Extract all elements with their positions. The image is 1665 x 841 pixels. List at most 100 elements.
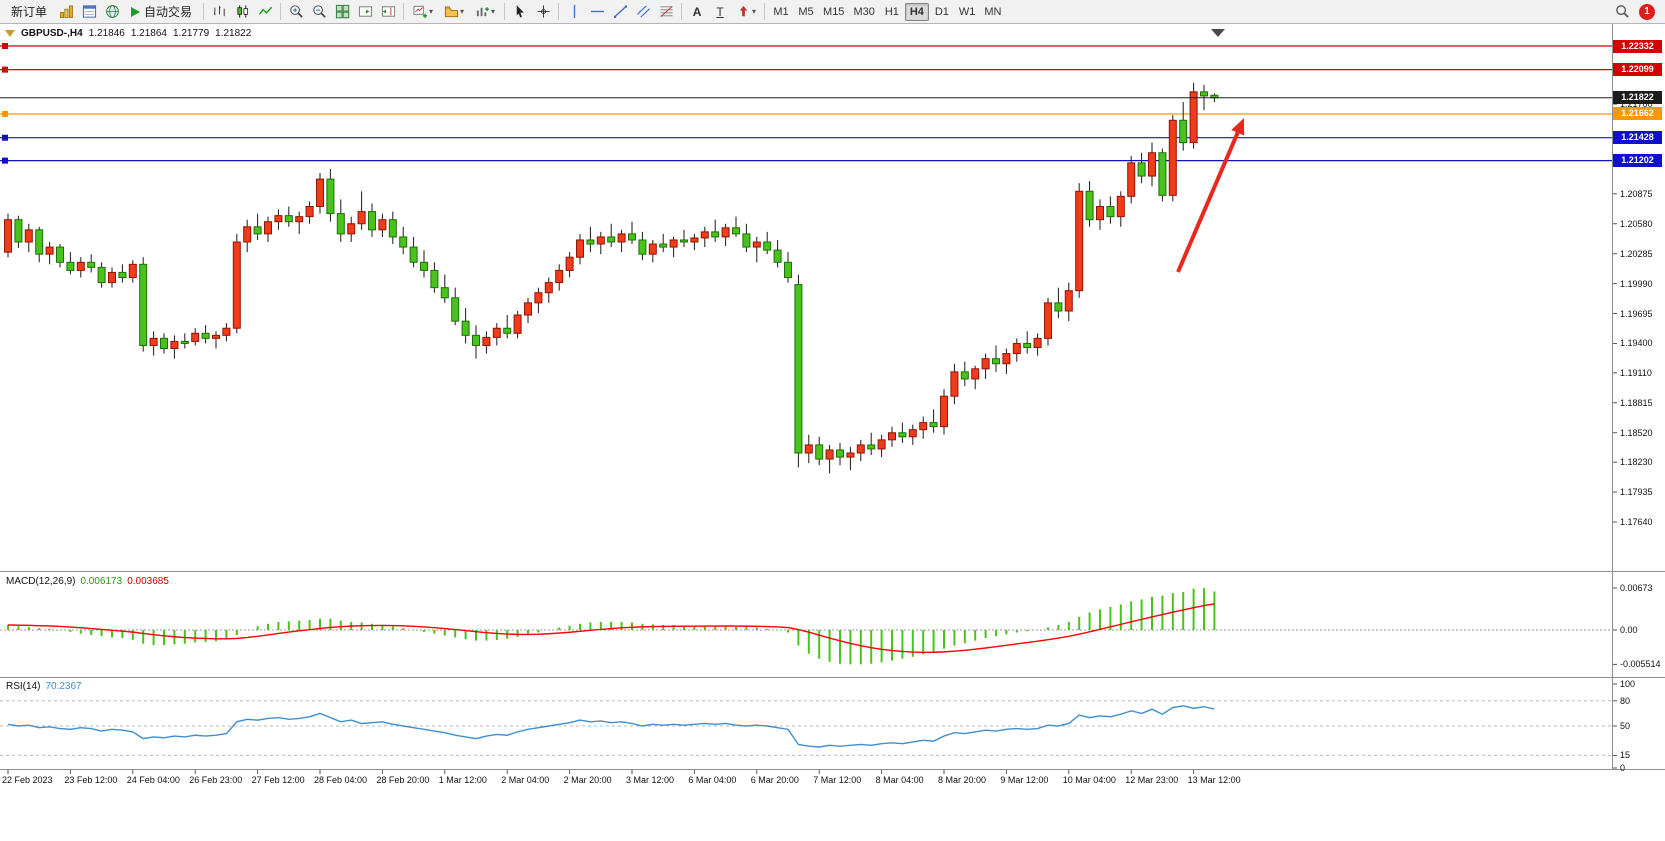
time-axis-label: 10 Mar 04:00 — [1062, 775, 1116, 785]
candle — [732, 227, 740, 235]
timeframe-w1[interactable]: W1 — [955, 3, 980, 21]
timeframe-h4[interactable]: H4 — [904, 2, 929, 21]
timeframe-m15[interactable]: M15 — [819, 3, 848, 21]
line-handle[interactable] — [2, 134, 8, 141]
line-handle[interactable] — [2, 66, 8, 73]
candle — [56, 246, 64, 263]
data-window-icon[interactable] — [78, 1, 100, 23]
quote-open: 1.21846 — [88, 28, 125, 39]
candle — [482, 336, 491, 346]
time-axis[interactable]: 22 Feb 2023 23 Feb 12:00 24 Feb 04:00 26 Fe… — [0, 770, 1665, 794]
candle — [4, 219, 12, 253]
candle — [607, 236, 616, 243]
candle — [877, 439, 886, 450]
candle — [1096, 205, 1104, 221]
candle — [971, 368, 980, 380]
cursor-icon[interactable] — [509, 1, 531, 23]
equidistant-channel-tool-icon[interactable] — [632, 1, 654, 23]
candle — [295, 216, 304, 223]
bar-chart-icon[interactable] — [208, 1, 230, 23]
candle — [648, 243, 657, 255]
candle — [347, 223, 356, 235]
candle — [690, 237, 699, 243]
candle — [409, 246, 418, 263]
candle — [950, 371, 959, 397]
profiles-dropdown[interactable]: ▾ — [439, 1, 469, 23]
notification-badge[interactable]: 1 — [1639, 3, 1655, 20]
timeframe-h1[interactable]: H1 — [880, 3, 904, 21]
line-handle[interactable] — [2, 110, 8, 117]
timeframe-d1[interactable]: D1 — [930, 3, 954, 21]
macd-main-value: 0.006173 — [80, 576, 123, 587]
navigator-icon[interactable] — [101, 1, 123, 23]
line-handle[interactable] — [2, 43, 8, 49]
candle — [628, 233, 636, 241]
time-axis-label: 28 Feb 20:00 — [376, 775, 430, 785]
text-tool-icon[interactable]: A — [692, 4, 702, 19]
candle — [264, 221, 272, 235]
line-handle[interactable] — [2, 157, 8, 164]
candle — [76, 261, 85, 271]
panel-separator-macd[interactable] — [0, 571, 1665, 572]
candle — [898, 432, 907, 438]
time-axis-label: 22 Feb 2023 — [2, 775, 53, 785]
chart-shift-marker[interactable] — [1211, 29, 1225, 37]
candle — [534, 292, 543, 304]
fibonacci-tool-icon[interactable] — [655, 1, 677, 23]
timeframe-m30[interactable]: M30 — [849, 3, 878, 21]
zoom-out-icon[interactable] — [308, 1, 330, 23]
candle — [472, 334, 480, 346]
candle — [24, 229, 33, 243]
arrows-tool-dropdown[interactable]: ▾ — [732, 1, 760, 23]
chart-shift-icon[interactable] — [377, 1, 399, 23]
symbol-title: GBPUSD-,H4 — [21, 28, 83, 39]
trendline-tool-icon[interactable] — [609, 1, 631, 23]
candle — [45, 246, 54, 255]
candle — [430, 269, 439, 289]
rsi-value: 70.2367 — [45, 681, 82, 692]
market-watch-icon[interactable] — [55, 1, 77, 23]
trend-arrow-annotation[interactable] — [1176, 131, 1240, 273]
candle — [420, 261, 428, 271]
timeframe-mn[interactable]: MN — [980, 3, 1005, 21]
candle — [35, 229, 44, 255]
candle — [784, 261, 792, 279]
search-icon[interactable] — [1611, 1, 1633, 23]
one-click-trading-icon[interactable] — [5, 30, 15, 37]
candle — [139, 263, 148, 346]
tile-windows-icon[interactable] — [331, 1, 353, 23]
candle — [97, 266, 106, 284]
time-axis-label: 28 Feb 04:00 — [314, 775, 368, 785]
candle — [794, 284, 803, 454]
time-axis-label: 6 Mar 20:00 — [750, 775, 799, 785]
candle — [305, 205, 314, 218]
candle — [1168, 119, 1177, 196]
line-chart-icon[interactable] — [254, 1, 276, 23]
candle — [170, 340, 179, 350]
new-chart-dropdown[interactable]: ▾ — [408, 1, 438, 23]
price-scale-axis[interactable] — [1612, 24, 1665, 770]
candle — [742, 233, 751, 248]
crosshair-icon[interactable] — [532, 1, 554, 23]
vertical-line-tool-icon[interactable] — [563, 1, 585, 23]
candle — [929, 422, 938, 428]
indicators-dropdown[interactable]: ▾ — [476, 7, 496, 17]
candle — [274, 215, 283, 223]
candle — [669, 239, 678, 248]
toolbar: 新订单 自动交易 — [0, 0, 1665, 24]
panel-separator-rsi[interactable] — [0, 677, 1665, 678]
zoom-in-icon[interactable] — [285, 1, 307, 23]
candlestick-chart-icon[interactable] — [231, 1, 253, 23]
timeframe-m5[interactable]: M5 — [794, 3, 818, 21]
trend-arrow-head[interactable] — [1231, 118, 1245, 136]
new-order-button[interactable]: 新订单 — [4, 2, 54, 22]
auto-scroll-icon[interactable] — [354, 1, 376, 23]
candle — [492, 327, 501, 338]
timeframe-m1[interactable]: M1 — [769, 3, 793, 21]
candle — [1023, 342, 1032, 349]
horizontal-line-tool-icon[interactable] — [586, 1, 608, 23]
label-tool-icon[interactable]: T — [716, 4, 724, 19]
time-axis-label: 24 Feb 04:00 — [126, 775, 180, 785]
autotrade-button[interactable]: 自动交易 — [124, 2, 199, 22]
